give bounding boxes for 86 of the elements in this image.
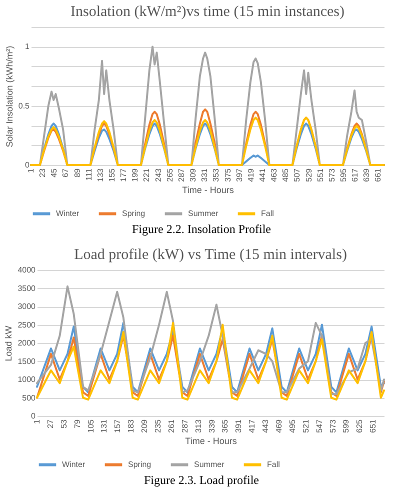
y-tick-label: 0	[31, 412, 36, 420]
legend-label: Fall	[261, 208, 274, 218]
x-tick-label: 419	[246, 168, 256, 182]
x-tick-label: 599	[342, 418, 351, 433]
y-tick-label: 0.5	[18, 101, 30, 110]
y-axis-title: Load kW	[4, 325, 14, 362]
legend-label: Summer	[188, 208, 219, 218]
x-tick-label: 53	[59, 418, 68, 428]
x-tick-label: 45	[50, 168, 59, 178]
y-tick-label: 1000	[18, 375, 36, 384]
caption: Figure 2.2. Insolation Profile	[131, 222, 272, 237]
x-tick-label: 133	[96, 168, 105, 182]
line-series	[36, 334, 385, 399]
y-tick-label: 4000	[18, 266, 36, 274]
x-tick-label: 89	[72, 168, 82, 178]
x-tick-label: 183	[126, 418, 136, 433]
x-tick-label: 639	[362, 168, 372, 182]
x-tick-label: 209	[140, 418, 150, 433]
x-tick-label: 309	[188, 168, 198, 182]
x-tick-label: 521	[301, 418, 310, 433]
x-tick-label: 529	[304, 168, 314, 182]
x-tick-label: 463	[270, 168, 279, 182]
x-tick-label: 79	[72, 418, 82, 428]
chart-title: Insolation (kW/m²)vs time (15 min instances)	[70, 4, 345, 20]
y-tick-label: 2000	[18, 338, 36, 348]
legend-label: Spring	[122, 208, 146, 218]
x-tick-label: 221	[142, 168, 152, 182]
legend-label: Fall	[267, 460, 280, 469]
x-tick-label: 495	[288, 418, 297, 433]
x-tick-label: 131	[100, 418, 109, 433]
x-tick-label: 243	[154, 168, 163, 182]
y-tick-label: 1500	[18, 356, 36, 366]
x-tick-label: 287	[180, 418, 190, 433]
x-tick-label: 365	[220, 418, 230, 433]
x-tick-label: 23	[38, 168, 48, 178]
x-tick-label: 111	[84, 168, 94, 181]
x-tick-label: 625	[355, 418, 364, 433]
chart-title: Load profile (kW) vs Time (15 min intervals)	[74, 247, 347, 263]
x-tick-label: 265	[165, 168, 174, 182]
x-tick-label: 573	[327, 168, 336, 182]
line-series	[36, 285, 385, 396]
x-tick-label: 485	[281, 168, 290, 182]
y-tick-label: 0	[25, 160, 30, 170]
x-tick-label: 507	[292, 168, 302, 182]
y-axis-title: Solar Insolation (kWh/m²)	[4, 46, 14, 148]
x-tick-label: 551	[316, 168, 325, 182]
x-tick-label: 27	[46, 418, 55, 428]
x-tick-label: 617	[350, 168, 360, 182]
x-tick-label: 155	[108, 168, 117, 182]
x-tick-label: 573	[328, 418, 338, 433]
x-tick-label: 339	[207, 418, 216, 433]
y-tick-label: 3000	[18, 302, 36, 311]
y-tick-label: 500	[22, 393, 36, 402]
y-tick-label: 1	[25, 42, 30, 52]
x-axis-title: Time - Hours	[185, 436, 238, 446]
x-tick-label: 1	[32, 418, 42, 424]
x-tick-label: 313	[194, 418, 203, 433]
x-tick-label: 547	[314, 418, 324, 433]
y-tick-label: 2500	[18, 320, 36, 330]
legend-label: Winter	[56, 208, 80, 218]
x-tick-label: 443	[261, 418, 270, 433]
x-axis-title: Time - Hours	[182, 184, 234, 195]
x-tick-label: 235	[154, 418, 163, 433]
caption: Figure 2.3. Load profile	[143, 473, 260, 488]
y-tick-label: 3500	[18, 284, 36, 293]
x-tick-label: 199	[130, 168, 140, 182]
x-tick-label: 595	[338, 168, 348, 182]
legend-label: Spring	[128, 460, 152, 469]
x-tick-label: 391	[234, 418, 244, 433]
x-tick-label: 157	[113, 418, 122, 433]
x-tick-label: 177	[119, 168, 128, 182]
x-tick-label: 469	[274, 418, 284, 433]
x-tick-label: 331	[200, 168, 210, 182]
x-tick-label: 105	[86, 418, 96, 433]
x-tick-label: 375	[223, 168, 232, 182]
x-tick-label: 661	[374, 168, 383, 182]
x-tick-label: 67	[61, 168, 70, 178]
legend-label: Summer	[194, 460, 225, 469]
x-tick-label: 353	[212, 168, 221, 182]
x-tick-label: 287	[176, 168, 186, 182]
x-tick-label: 261	[166, 418, 176, 433]
x-tick-label: 417	[248, 418, 257, 433]
x-tick-label: 397	[234, 168, 244, 182]
legend-label: Winter	[62, 460, 86, 469]
x-tick-label: 651	[368, 418, 378, 433]
x-tick-label: 441	[258, 168, 267, 182]
